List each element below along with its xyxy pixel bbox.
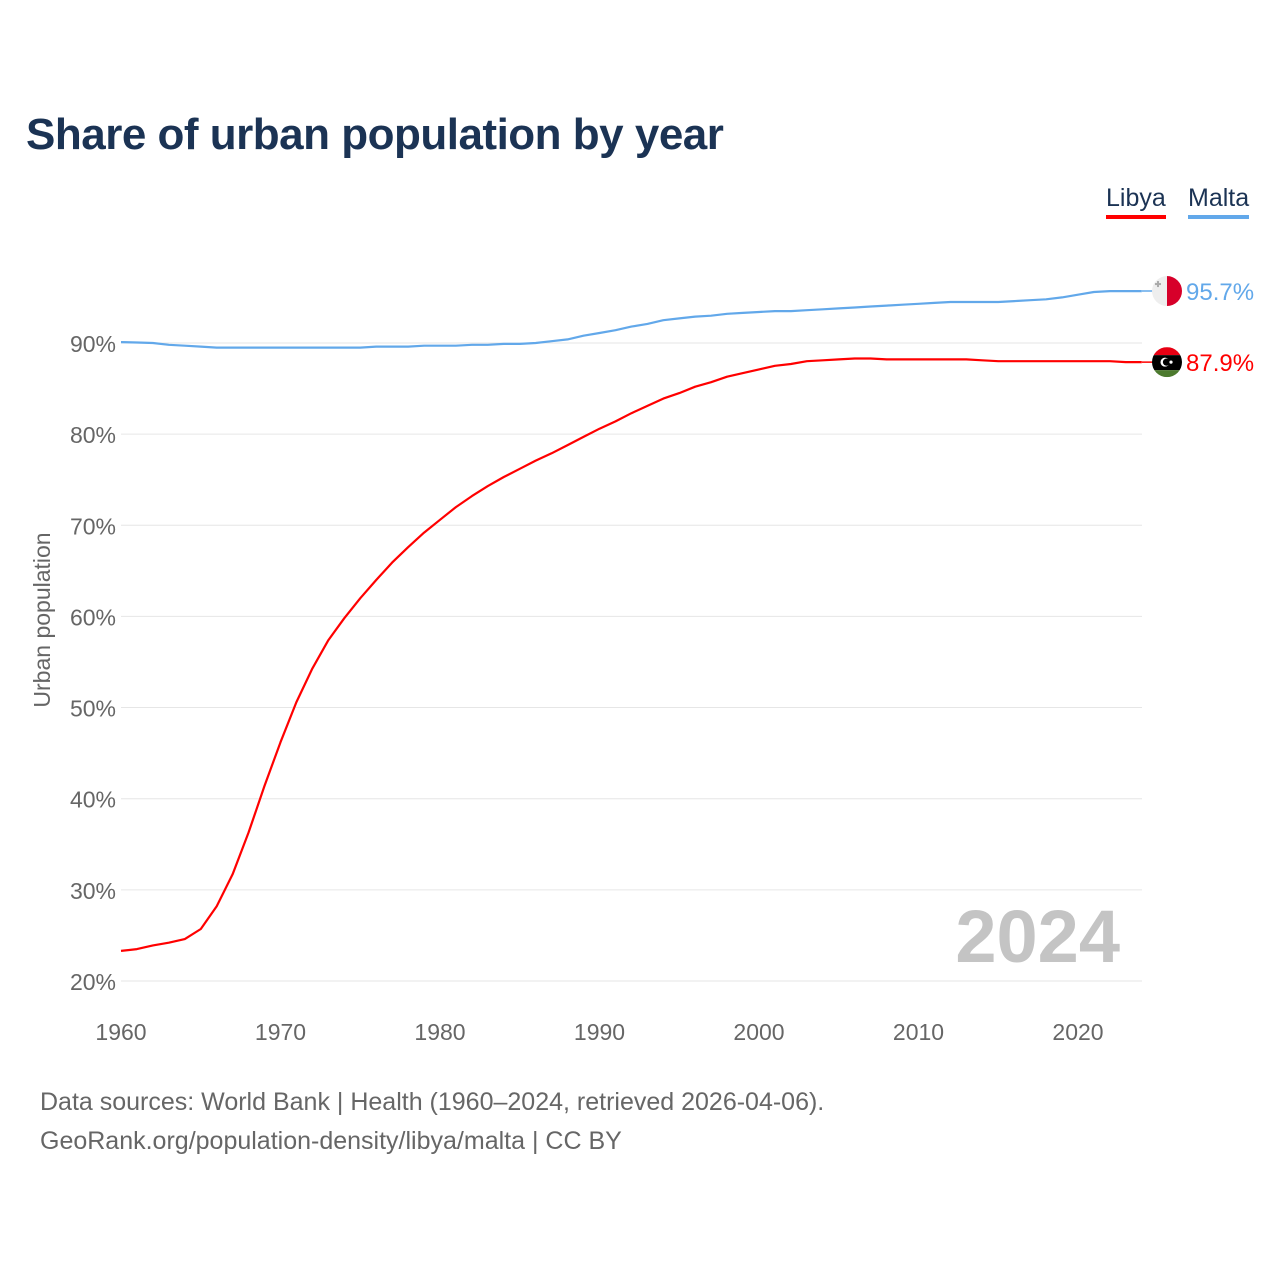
malta-flag-icon	[1152, 276, 1182, 307]
x-tick-label: 1990	[574, 1019, 625, 1045]
libya-flag-icon	[1152, 347, 1182, 378]
x-tick-label: 1980	[414, 1019, 465, 1045]
x-tick-label: 1960	[95, 1019, 146, 1045]
series-line-libya	[120, 357, 1142, 952]
y-tick-label: 60%	[70, 604, 116, 630]
x-tick-label: 1970	[255, 1019, 306, 1045]
y-tick-label: 50%	[70, 696, 116, 722]
y-tick-label: 70%	[70, 513, 116, 539]
legend-malta[interactable]: Malta	[1188, 184, 1250, 219]
y-tick-label: 30%	[70, 878, 116, 904]
y-axis-label: Urban population	[29, 532, 55, 707]
year-watermark: 2024	[955, 895, 1120, 978]
series-line-malta	[120, 290, 1142, 349]
x-tick-label: 2010	[893, 1019, 944, 1045]
x-tick-label: 2000	[733, 1019, 784, 1045]
end-label-malta: 95.7%	[1186, 279, 1254, 306]
chart-title: Share of urban population by year	[26, 110, 724, 159]
footer-sources: Data sources: World Bank | Health (1960–…	[40, 1088, 825, 1116]
y-tick-label: 80%	[70, 422, 116, 448]
y-tick-label: 40%	[70, 787, 116, 813]
x-tick-label: 2020	[1052, 1019, 1103, 1045]
end-label-libya: 87.9%	[1186, 350, 1254, 377]
y-tick-label: 20%	[70, 969, 116, 995]
y-tick-label: 90%	[70, 331, 116, 357]
legend-libya[interactable]: Libya	[1106, 184, 1166, 219]
footer-attribution: GeoRank.org/population-density/libya/mal…	[40, 1127, 622, 1155]
